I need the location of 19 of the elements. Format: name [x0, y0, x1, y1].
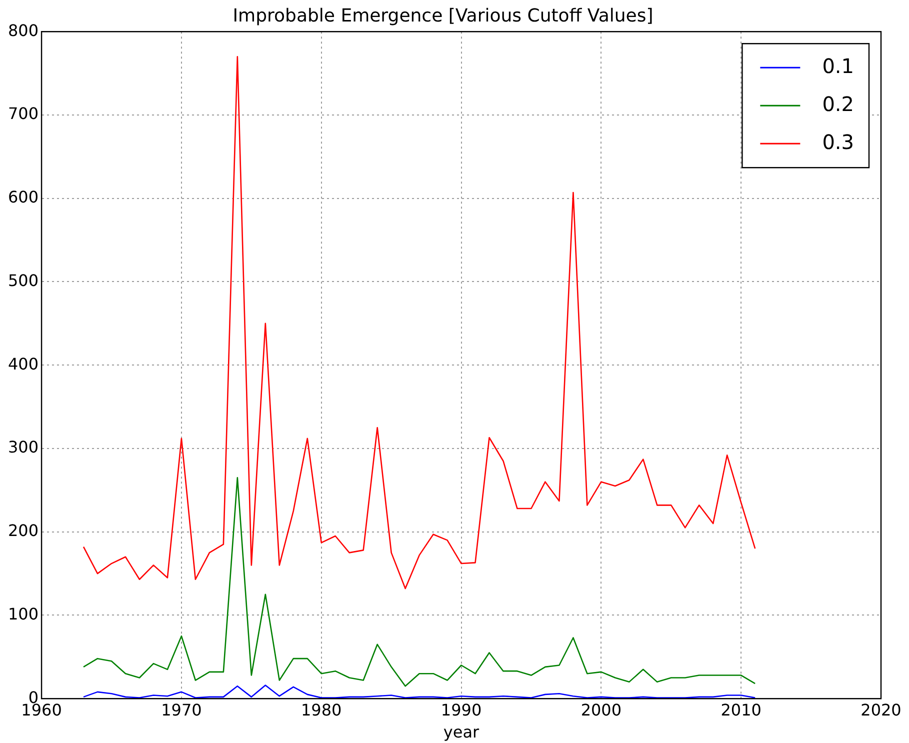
y-tick-label: 100 — [8, 604, 39, 624]
y-tick-label: 500 — [8, 270, 39, 290]
x-tick-label: 2000 — [580, 700, 622, 720]
legend-label: 0.3 — [822, 130, 854, 154]
x-tick-label: 1990 — [440, 700, 482, 720]
y-tick-label: 700 — [8, 104, 39, 124]
x-tick-label: 2020 — [860, 700, 902, 720]
chart-title: Improbable Emergence [Various Cutoff Values] — [232, 5, 654, 26]
legend-label: 0.1 — [822, 54, 854, 78]
y-tick-label: 600 — [8, 188, 39, 207]
legend-label: 0.2 — [822, 92, 854, 116]
y-tick-label: 300 — [8, 438, 39, 457]
y-tick-label: 400 — [8, 354, 39, 374]
x-tick-label: 2010 — [720, 700, 762, 720]
x-tick-label: 1980 — [301, 700, 342, 720]
y-tick-label: 200 — [8, 521, 39, 540]
x-tick-label: 1970 — [161, 700, 202, 720]
x-axis-title: year — [443, 722, 480, 742]
y-tick-label: 800 — [8, 20, 39, 40]
